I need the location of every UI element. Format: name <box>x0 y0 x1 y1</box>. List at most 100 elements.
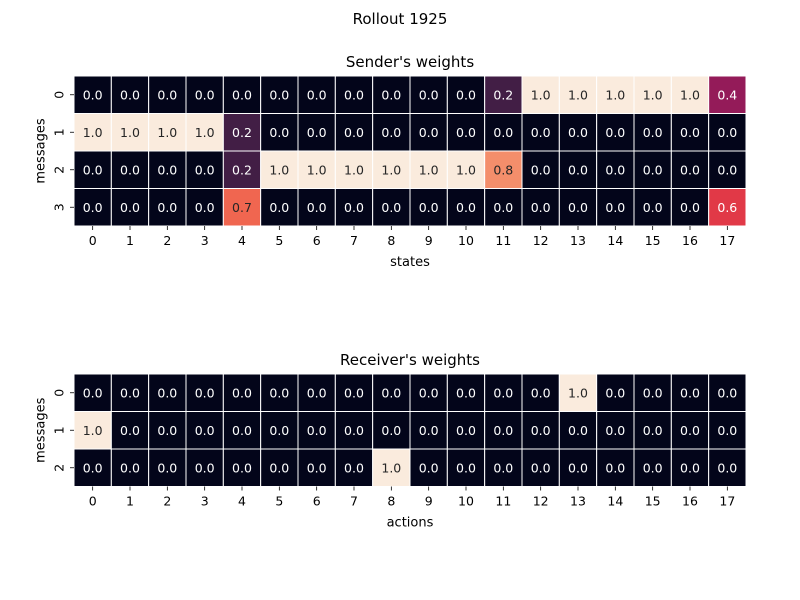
heatmap-cell <box>633 113 672 152</box>
x-tick-label: 9 <box>425 233 433 248</box>
heatmap-cell-label: 0.0 <box>419 385 439 400</box>
heatmap-cell <box>185 373 224 412</box>
heatmap-cell-label: 0.0 <box>120 200 140 215</box>
heatmap-cell <box>670 75 710 114</box>
x-tick-label: 8 <box>387 494 395 509</box>
x-tick-label: 1 <box>126 494 134 509</box>
heatmap-cell <box>334 75 374 114</box>
heatmap-cell-label: 0.0 <box>307 385 327 400</box>
heatmap-cell-label: 0.0 <box>568 162 588 177</box>
heatmap-cell-label: 0.0 <box>531 423 551 438</box>
x-axis-label: states <box>390 255 430 270</box>
heatmap-cell <box>185 448 224 487</box>
heatmap-cell-label: 0.0 <box>643 385 663 400</box>
heatmap-cell-label: 1.0 <box>381 162 401 177</box>
heatmap-cell <box>708 411 747 450</box>
heatmap-cell <box>558 75 598 114</box>
heatmap-cell-label: 1.0 <box>419 162 439 177</box>
heatmap-cell-label: 0.0 <box>269 460 289 475</box>
heatmap-cell <box>185 188 224 227</box>
heatmap-cell-label: 0.0 <box>605 200 625 215</box>
x-tick-label: 4 <box>238 494 246 509</box>
heatmap-cell-label: 0.0 <box>307 423 327 438</box>
heatmap-cell-label: 1.0 <box>83 125 103 140</box>
heatmap-cell-label: 0.0 <box>232 385 252 400</box>
heatmap-cell <box>73 75 112 114</box>
x-tick-label: 7 <box>350 233 358 248</box>
receiver-weights-heatmap: Receiver's weights 0.0 0.0 0.0 0.0 0.0 0.0 0.0 0… <box>34 351 747 531</box>
heatmap-cell-label: 0.0 <box>493 125 513 140</box>
heatmap-cell <box>596 113 635 152</box>
heatmap-cell-label: 0.0 <box>344 200 364 215</box>
x-tick-label: 10 <box>458 233 474 248</box>
heatmap-cell-label: 0.0 <box>83 87 103 102</box>
heatmap-cell-label: 0.0 <box>232 460 252 475</box>
heatmap-cell <box>222 411 262 450</box>
x-tick-label: 2 <box>163 233 171 248</box>
heatmap-cell-label: 1.0 <box>568 87 588 102</box>
heatmap-cell-label: 0.0 <box>195 460 215 475</box>
heatmap-cell-label: 0.0 <box>493 200 513 215</box>
heatmap-cell <box>148 150 187 189</box>
heatmap-cell <box>521 113 560 152</box>
heatmap-cell-label: 0.0 <box>680 125 700 140</box>
heatmap-cell <box>558 411 598 450</box>
heatmap-cell-label: 0.0 <box>531 460 551 475</box>
heatmap-cell <box>409 150 448 189</box>
heatmap-cell-label: 0.0 <box>493 460 513 475</box>
heatmap-cell <box>334 150 374 189</box>
heatmap-cell-label: 0.0 <box>83 162 103 177</box>
x-tick-label: 7 <box>350 494 358 509</box>
heatmap-cell-label: 0.0 <box>307 200 327 215</box>
heatmap-cell-label: 0.0 <box>680 200 700 215</box>
y-axis-label: messages <box>34 118 49 183</box>
heatmap-cell-label: 1.0 <box>531 87 551 102</box>
heatmap-cell-label: 0.0 <box>419 200 439 215</box>
y-axis-label: messages <box>34 397 49 462</box>
heatmap-cell <box>260 188 299 227</box>
sender-weights-heatmap: Sender's weights 0.0 0.0 0.0 0.0 0.0 0.0 0.0 0.0… <box>34 53 747 270</box>
heatmap-cell-label: 0.0 <box>717 423 737 438</box>
heatmap-cell-label: 0.2 <box>493 87 513 102</box>
heatmap-cell-label: 0.0 <box>643 125 663 140</box>
heatmap-cell <box>297 113 336 152</box>
heatmap-cell-label: 1.0 <box>568 385 588 400</box>
heatmap-cell-label: 0.0 <box>195 423 215 438</box>
x-tick-label: 0 <box>89 494 97 509</box>
x-tick-label: 12 <box>533 233 549 248</box>
heatmap-cell <box>110 113 150 152</box>
x-tick-label: 11 <box>495 233 511 248</box>
heatmap-cell-label: 0.0 <box>195 162 215 177</box>
heatmap-cell <box>110 150 150 189</box>
heatmap-cell-label: 1.0 <box>680 87 700 102</box>
heatmap-cell <box>110 411 150 450</box>
heatmap-cell-label: 0.0 <box>307 87 327 102</box>
heatmap-cell-label: 0.0 <box>643 200 663 215</box>
heatmap-cell-label: 0.0 <box>157 385 177 400</box>
heatmap-cell-label: 0.0 <box>269 87 289 102</box>
heatmap-cell <box>521 411 560 450</box>
heatmap-cell-label: 1.0 <box>456 162 476 177</box>
heatmap-cell-label: 0.0 <box>493 423 513 438</box>
heatmap-cell-label: 0.0 <box>531 200 551 215</box>
x-tick-label: 17 <box>719 233 735 248</box>
heatmap-cell-label: 1.0 <box>344 162 364 177</box>
heatmap-cell-label: 0.0 <box>344 385 364 400</box>
heatmap-cell-label: 0.0 <box>531 385 551 400</box>
heatmap-cell-label: 0.0 <box>531 162 551 177</box>
heatmap-cell <box>73 448 112 487</box>
heatmap-cell-label: 1.0 <box>643 87 663 102</box>
heatmap-cell-label: 0.0 <box>195 87 215 102</box>
heatmap-cell <box>484 150 523 189</box>
heatmap-cell-label: 0.0 <box>419 423 439 438</box>
heatmap-cell-label: 0.0 <box>269 200 289 215</box>
heatmap-cell <box>446 113 486 152</box>
heatmap-cell-label: 0.7 <box>232 200 252 215</box>
heatmap-cell-label: 0.0 <box>307 125 327 140</box>
heatmap-cell-label: 0.0 <box>605 125 625 140</box>
x-tick-label: 17 <box>719 494 735 509</box>
heatmap-cell-label: 0.0 <box>680 423 700 438</box>
heatmap-cell <box>260 150 299 189</box>
heatmap-cell <box>148 113 187 152</box>
x-tick-label: 6 <box>313 494 321 509</box>
